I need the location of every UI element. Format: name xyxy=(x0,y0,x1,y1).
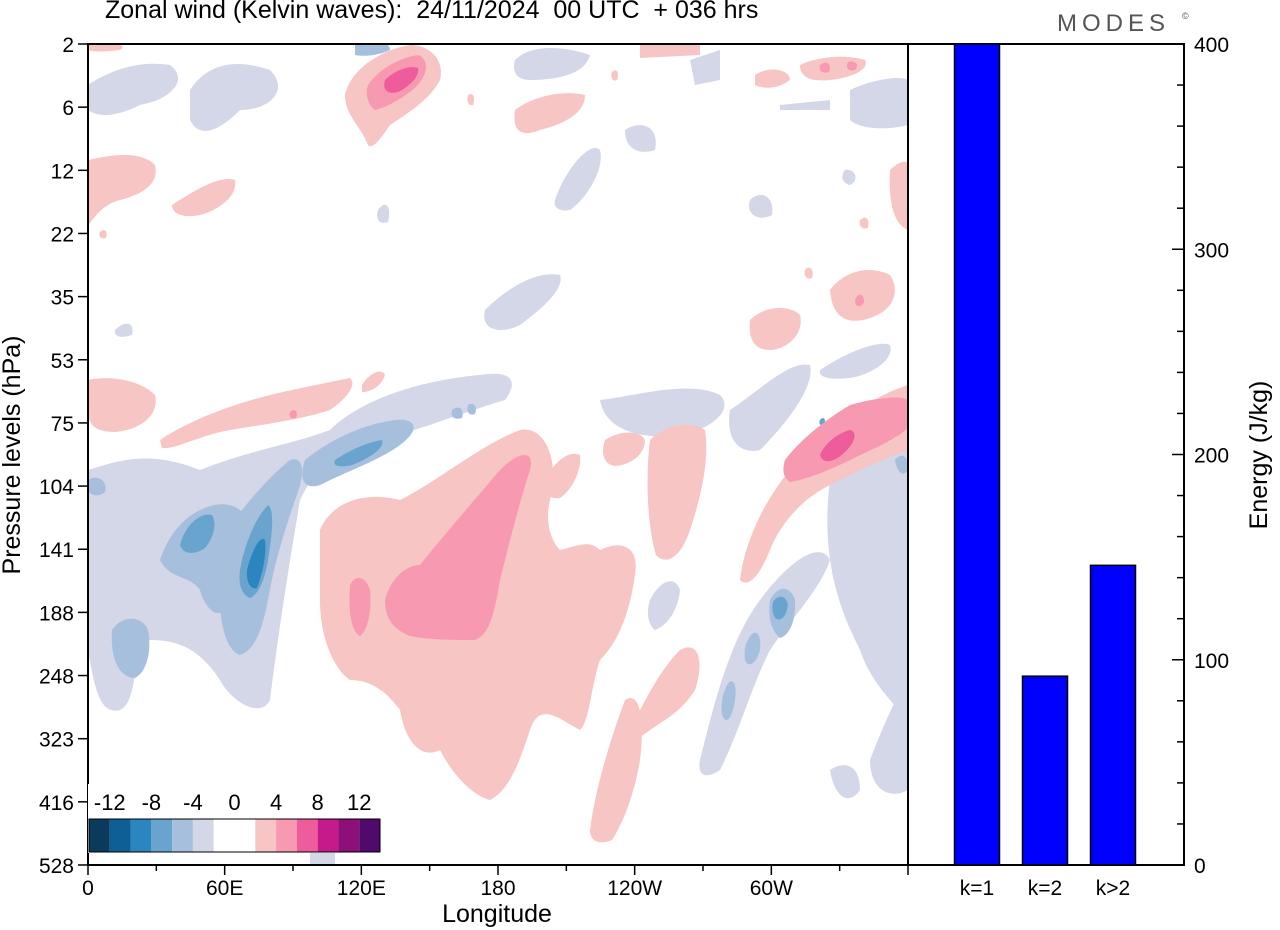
wavenumber-axis: k=1 k=2 k>2 xyxy=(960,877,1130,900)
colorbar-label: -8 xyxy=(142,790,162,815)
x-tick-label: 60W xyxy=(750,877,793,900)
longitude-axis: 0 60E 120E 180 120W 60W xyxy=(82,865,909,900)
pressure-axis: 2 6 12 22 35 53 75 104 141 188 248 323 416 528 xyxy=(39,34,88,878)
x-tick-label: 0 xyxy=(82,877,94,900)
colorbar-swatch xyxy=(296,819,318,852)
energy-tick-label: 0 xyxy=(1194,855,1206,878)
colorbar-swatch xyxy=(192,819,214,852)
y-tick-label: 53 xyxy=(51,350,74,373)
y-axis-label: Pressure levels (hPa) xyxy=(0,336,26,575)
colorbar-label: 12 xyxy=(347,790,371,815)
y-tick-label: 323 xyxy=(39,729,74,752)
y-tick-label: 12 xyxy=(51,160,74,183)
brand-logo: MODES xyxy=(1057,10,1171,37)
y-tick-label: 22 xyxy=(51,223,74,246)
colorbar-swatch xyxy=(255,819,277,852)
colorbar-label: 0 xyxy=(228,790,240,815)
colorbar-swatch xyxy=(151,819,173,852)
energy-tick-label: 300 xyxy=(1194,239,1229,262)
y-tick-label: 188 xyxy=(39,602,74,625)
colorbar-swatch xyxy=(338,819,360,852)
colorbar-swatch xyxy=(172,819,193,852)
x-tick-label: 60E xyxy=(206,877,243,900)
bar-category-label: k=1 xyxy=(960,877,994,900)
x-tick-label: 120W xyxy=(607,877,662,900)
energy-bar-chart: 0 100 200 300 400 k=1 k=2 k>2 Energy (J/kg) xyxy=(907,34,1273,900)
easterly-weak-contours xyxy=(88,48,908,865)
colorbar-label: -12 xyxy=(94,790,126,815)
colorbar: -12 -8 -4 0 4 8 12 xyxy=(88,784,381,853)
energy-bar xyxy=(1021,675,1069,866)
chart-title: Zonal wind (Kelvin waves): 24/11/2024 00… xyxy=(105,0,759,24)
y-tick-label: 75 xyxy=(51,413,74,436)
bar-category-label: k=2 xyxy=(1028,877,1062,900)
x-tick-label: 120E xyxy=(337,877,386,900)
easterly-core-contours xyxy=(246,539,266,589)
energy-tick-label: 100 xyxy=(1194,650,1229,673)
colorbar-swatch xyxy=(109,819,131,852)
energy-tick-label: 400 xyxy=(1194,34,1229,57)
y-tick-label: 104 xyxy=(39,476,74,499)
y-tick-label: 528 xyxy=(39,855,74,878)
y-tick-label: 2 xyxy=(62,34,74,57)
colorbar-label: 4 xyxy=(270,790,282,815)
colorbar-label: 8 xyxy=(312,790,324,815)
brand-mark: © xyxy=(1182,11,1189,21)
westerly-strong-contours xyxy=(384,67,855,462)
colorbar-frame xyxy=(88,818,381,853)
colorbar-swatch xyxy=(359,819,380,852)
colorbar-swatch xyxy=(130,819,152,852)
colorbar-swatch xyxy=(276,819,297,852)
colorbar-swatch xyxy=(89,819,110,852)
colorbar-swatch xyxy=(317,819,339,852)
energy-bar xyxy=(953,43,1001,866)
y-tick-label: 35 xyxy=(51,287,74,310)
colorbar-swatch xyxy=(234,819,256,852)
energy-bar xyxy=(1089,564,1137,866)
x-axis-label: Longitude xyxy=(442,900,552,928)
y-tick-label: 6 xyxy=(62,97,74,120)
x-tick-label: 180 xyxy=(480,877,515,900)
energy-tick-label: 200 xyxy=(1194,445,1229,468)
zonal-wind-heatmap: 2 6 12 22 35 53 75 104 141 188 248 323 416 528 0 60E 12… xyxy=(0,34,909,928)
y-tick-label: 416 xyxy=(39,792,74,815)
colorbar-label: -4 xyxy=(183,790,203,815)
energy-axis-label: Energy (J/kg) xyxy=(1245,381,1273,530)
y-tick-label: 141 xyxy=(39,539,74,562)
bar-category-label: k>2 xyxy=(1096,877,1130,900)
wind-contours xyxy=(88,44,908,865)
colorbar-swatch xyxy=(213,819,235,852)
energy-axis: 0 100 200 300 400 xyxy=(1172,34,1229,878)
y-tick-label: 248 xyxy=(39,666,74,689)
energy-bars xyxy=(953,43,1137,866)
